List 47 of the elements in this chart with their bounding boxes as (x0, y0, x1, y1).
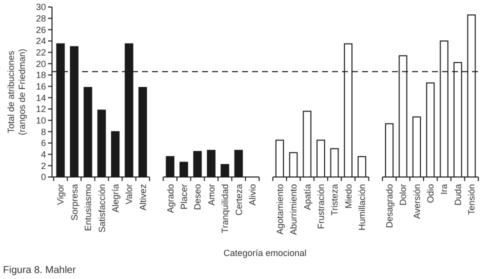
y-tick-label: 16 (36, 81, 46, 92)
x-tick-label: Placer (178, 184, 189, 210)
y-tick-label: 14 (36, 92, 46, 103)
x-tick-label: Duda (452, 184, 463, 206)
y-tick-label: 30 (36, 2, 46, 12)
y-tick-label: 12 (36, 104, 46, 114)
y-tick-label: 18 (36, 70, 46, 80)
x-tick-label: Aburrimiento (288, 184, 299, 236)
x-tick-label: Tristeza (330, 184, 340, 216)
x-tick-label: Alivio (247, 184, 258, 206)
y-tick-label: 26 (36, 24, 46, 35)
x-tick-label: Miedo (343, 184, 354, 209)
x-tick-label: Tranquilidad (220, 184, 230, 234)
x-tick-label: Alegría (110, 184, 120, 213)
x-tick-label: Desagrado (384, 184, 394, 228)
y-tick-label: 2 (40, 160, 46, 171)
x-tick-label: Agotamiento (274, 184, 285, 235)
x-tick-label: Tensión (466, 184, 477, 216)
x-tick-label: Agrado (165, 184, 176, 214)
x-tick-label: Apatía (302, 184, 312, 210)
y-axis-title: Total de atribuciones (rangos de Friedman) (6, 48, 27, 136)
x-tick-label: Satisfacción (96, 184, 107, 233)
x-tick-label: Sorpresa (69, 184, 80, 221)
y-tick-label: 28 (36, 13, 46, 24)
y-tick-label: 8 (40, 126, 46, 137)
y-tick-label: 10 (36, 115, 46, 126)
x-tick-label: Odio (426, 184, 436, 204)
text: Figura 8. Mahler (3, 265, 76, 276)
x-tick-label: Vigor (56, 184, 66, 205)
x-tick-label: Ira (439, 184, 450, 195)
x-tick-label: Certeza (234, 184, 244, 216)
x-tick-label: Altivez (138, 184, 148, 211)
x-tick-label: Aversión (412, 184, 422, 219)
x-tick-label: Deseo (192, 184, 203, 210)
y-tick-label: 22 (36, 47, 46, 58)
y-tick-label: 24 (36, 36, 46, 46)
y-tick-label: 4 (40, 149, 46, 160)
x-tick-label: Frustración (316, 184, 326, 230)
y-tick-label: 20 (36, 58, 46, 69)
x-tick-label: Amor (206, 184, 216, 206)
y-tick-label: 0 (40, 172, 46, 182)
x-tick-label: Dolor (398, 184, 408, 206)
x-tick-label: Humillación (357, 184, 368, 231)
y-tick-label: 6 (40, 138, 46, 148)
x-tick-label: Valor (124, 184, 134, 204)
x-axis-title: Categoría emocional (223, 248, 307, 258)
x-tick-label: Entusiasmo (83, 184, 94, 232)
